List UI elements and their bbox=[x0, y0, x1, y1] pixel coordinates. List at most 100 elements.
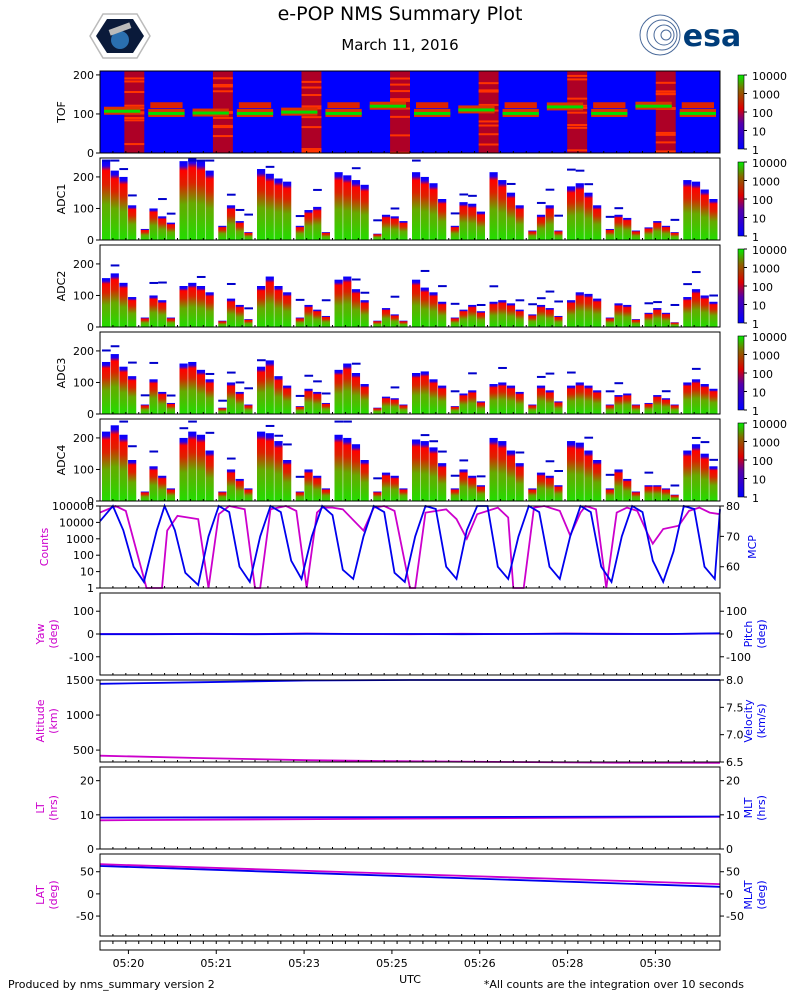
count-bar bbox=[218, 225, 227, 240]
count-dash bbox=[295, 298, 305, 301]
tof-streak bbox=[390, 134, 410, 137]
count-bar bbox=[244, 404, 253, 414]
count-bar bbox=[102, 361, 111, 414]
tof-band-upper bbox=[150, 102, 183, 109]
count-bar bbox=[623, 478, 632, 501]
count-bar bbox=[528, 404, 537, 414]
count-bar bbox=[450, 317, 459, 327]
count-dash bbox=[653, 301, 662, 304]
tof-band-upper bbox=[681, 102, 714, 109]
count-bar bbox=[140, 404, 149, 414]
tof-streak bbox=[301, 86, 322, 89]
count-dash bbox=[468, 194, 477, 197]
count-dash bbox=[476, 475, 486, 478]
tof-streak bbox=[301, 150, 322, 153]
count-bar bbox=[304, 388, 313, 414]
count-dash bbox=[661, 390, 671, 393]
count-bar bbox=[700, 384, 709, 414]
y-tick-label: 10 bbox=[80, 566, 94, 579]
count-bar bbox=[390, 475, 399, 501]
count-dash bbox=[567, 371, 576, 374]
count-bar bbox=[119, 434, 128, 501]
tof-band-upper bbox=[327, 102, 360, 109]
count-bar bbox=[528, 230, 537, 240]
count-bar bbox=[321, 402, 330, 414]
count-bar bbox=[360, 184, 369, 240]
count-bar bbox=[528, 314, 537, 327]
count-dash bbox=[605, 390, 615, 393]
count-bar bbox=[605, 488, 614, 501]
tof-streak bbox=[124, 104, 145, 107]
y-axis-label-right: Pitch(deg) bbox=[742, 619, 768, 648]
count-bar bbox=[450, 225, 459, 240]
count-dash bbox=[295, 394, 305, 397]
count-bar bbox=[528, 488, 537, 501]
count-bar bbox=[670, 232, 679, 240]
panel-adc3: 0 100 200 ADC3 1 10 100 1000 10000 bbox=[55, 331, 787, 421]
count-bar bbox=[670, 494, 679, 501]
tof-streak bbox=[212, 124, 233, 127]
plot-date: March 11, 2016 bbox=[341, 36, 458, 54]
count-bar bbox=[179, 363, 188, 414]
count-bar bbox=[128, 297, 137, 327]
x-tick-label: 05:26 bbox=[464, 957, 496, 970]
count-bar bbox=[128, 205, 137, 240]
count-bar bbox=[166, 402, 175, 414]
y-axis-label: ADC1 bbox=[55, 184, 68, 215]
count-dash bbox=[334, 420, 344, 423]
count-bar bbox=[691, 444, 701, 501]
count-bar bbox=[381, 214, 391, 240]
count-dash bbox=[244, 213, 253, 216]
count-bar bbox=[700, 295, 709, 327]
y-axis-label: TOF bbox=[55, 101, 68, 124]
count-bar bbox=[554, 315, 563, 327]
count-dash bbox=[614, 382, 624, 385]
count-bar bbox=[661, 312, 671, 327]
count-dash bbox=[188, 159, 197, 162]
count-dash bbox=[644, 471, 654, 474]
count-bar bbox=[438, 301, 447, 327]
y-tick-label: 50 bbox=[80, 866, 94, 879]
count-bar bbox=[188, 361, 197, 414]
count-bar bbox=[644, 312, 653, 327]
count-bar bbox=[321, 232, 330, 240]
count-dash bbox=[584, 183, 594, 186]
series-counts bbox=[99, 504, 721, 589]
count-bar bbox=[140, 317, 149, 327]
tof-streak bbox=[301, 94, 322, 97]
count-dash bbox=[498, 366, 507, 369]
tof-band-upper bbox=[593, 102, 626, 109]
count-bar bbox=[691, 181, 701, 240]
tof-streak bbox=[390, 115, 410, 118]
count-bar bbox=[102, 278, 111, 327]
count-bar bbox=[149, 208, 158, 240]
count-bar bbox=[373, 233, 382, 240]
y-tick-label: 100 bbox=[73, 376, 94, 389]
colorbar-label: 1000 bbox=[752, 350, 780, 363]
tof-streak bbox=[567, 111, 588, 114]
count-bar bbox=[567, 186, 576, 240]
count-bar bbox=[614, 469, 623, 501]
y-axis-label-left: LAT(deg) bbox=[34, 880, 60, 909]
count-bar bbox=[205, 170, 214, 240]
tof-line bbox=[546, 105, 584, 109]
count-bar bbox=[205, 379, 214, 414]
count-dash bbox=[110, 159, 120, 162]
count-bar bbox=[274, 178, 283, 240]
x-tick-label: 05:21 bbox=[200, 957, 232, 970]
count-bar bbox=[399, 320, 408, 327]
count-bar bbox=[274, 286, 283, 327]
tof-streak bbox=[478, 120, 499, 123]
count-bar bbox=[360, 384, 369, 414]
count-bar bbox=[381, 396, 391, 414]
count-bar bbox=[218, 407, 227, 414]
svg-text:CASSIOPE: CASSIOPE bbox=[113, 53, 128, 57]
count-bar bbox=[313, 309, 322, 327]
count-dash bbox=[545, 460, 555, 463]
tof-streak bbox=[212, 135, 233, 138]
y-tick-label: 200 bbox=[73, 69, 94, 82]
count-dash bbox=[450, 474, 460, 477]
y-tick-label: 10000 bbox=[59, 516, 94, 529]
count-dash bbox=[351, 167, 361, 170]
count-bar bbox=[110, 425, 119, 501]
